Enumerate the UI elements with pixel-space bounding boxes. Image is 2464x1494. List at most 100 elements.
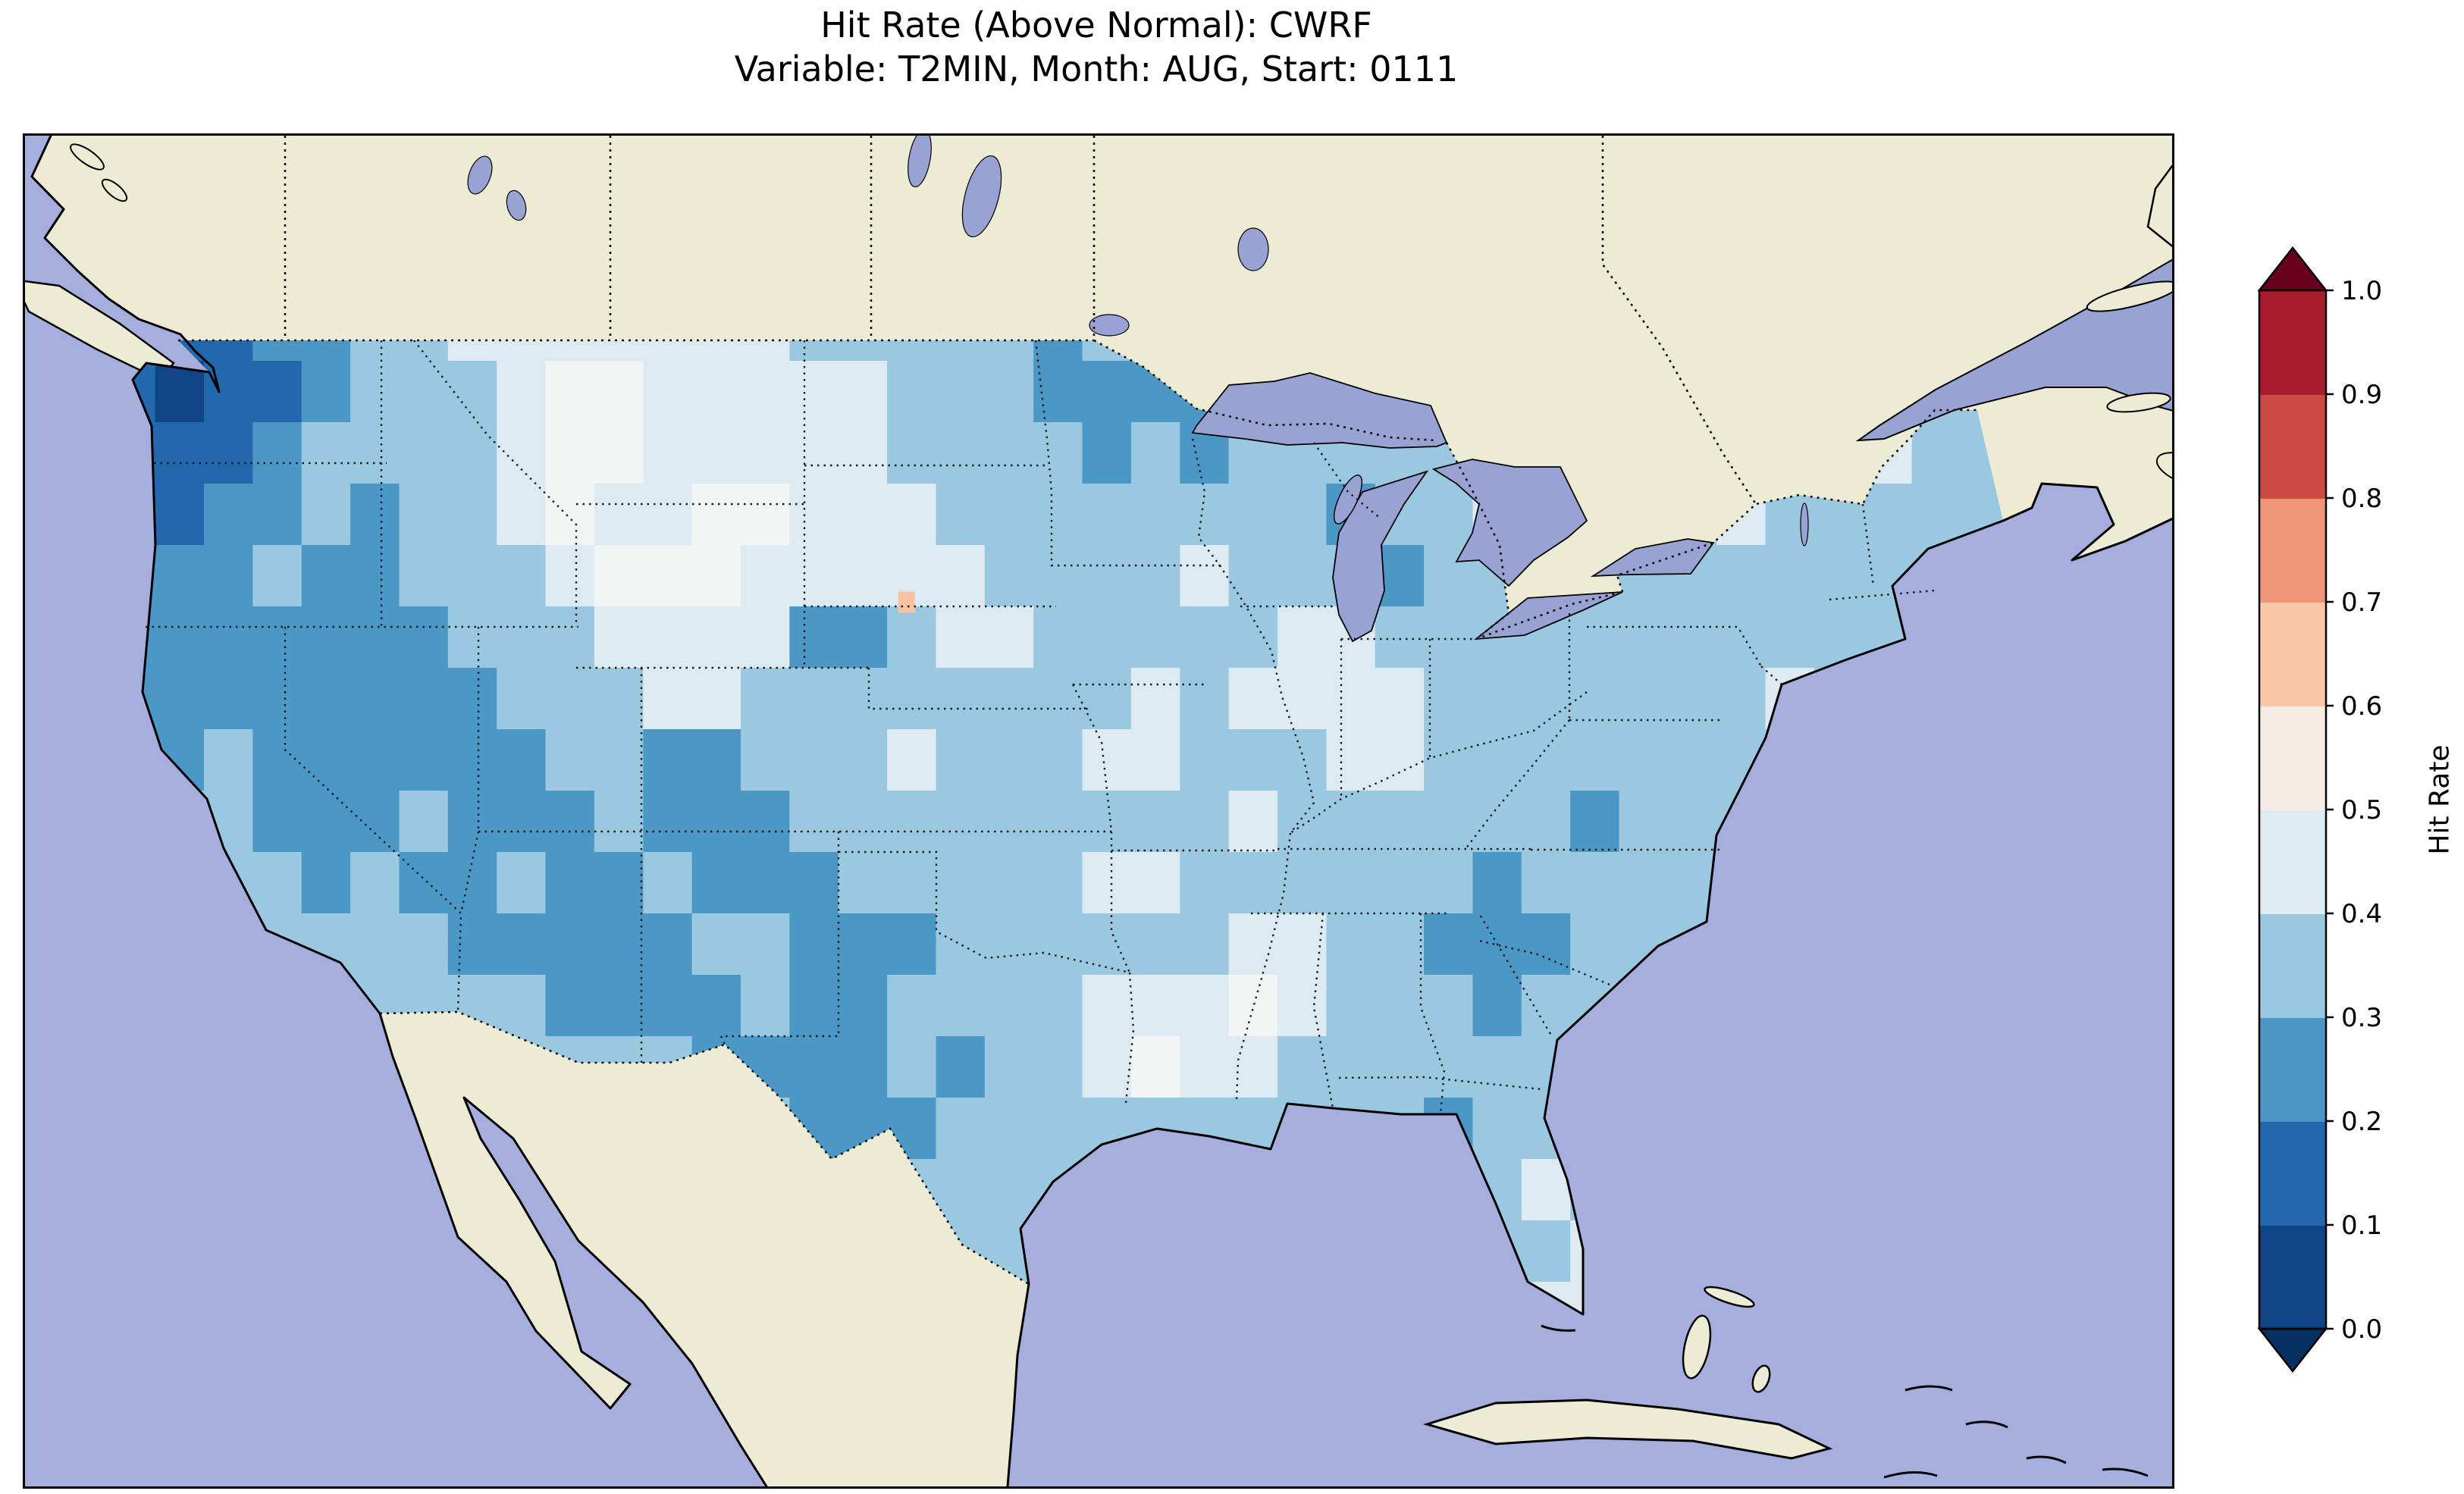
newfoundland xyxy=(2146,164,2172,248)
grid-cell xyxy=(497,791,547,853)
grid-cell xyxy=(936,361,986,423)
grid-cell xyxy=(1130,729,1180,791)
grid-cell xyxy=(936,1036,986,1098)
grid-cell xyxy=(1033,484,1083,546)
colorbar-band xyxy=(2259,706,2326,810)
grid-cell xyxy=(1082,791,1132,853)
island-coast-dashes xyxy=(1541,1324,2149,1479)
grid-cell xyxy=(691,340,741,362)
grid-cell xyxy=(1375,1036,1425,1098)
grid-cell xyxy=(1228,791,1278,853)
grid-cell xyxy=(1130,1036,1180,1098)
grid-cell xyxy=(1228,545,1278,607)
coastline xyxy=(30,136,2172,1486)
grid-cell xyxy=(545,913,595,976)
bc-coastal-island-2 xyxy=(101,178,128,202)
grid-cell xyxy=(643,975,693,1037)
grid-cell xyxy=(447,852,497,914)
grid-cell xyxy=(838,852,888,914)
grid-cell xyxy=(643,484,693,546)
grid-cell xyxy=(1180,852,1230,914)
grid-cell xyxy=(594,913,644,976)
grid-cell xyxy=(1180,1036,1230,1098)
grid-cell xyxy=(789,606,839,669)
grid-cell xyxy=(545,852,595,914)
grid-cell xyxy=(887,484,937,546)
grid-cell xyxy=(838,913,888,976)
grid-cell xyxy=(204,484,254,546)
grid-cell xyxy=(1033,1098,1083,1160)
cape-breton-island xyxy=(2155,452,2172,487)
grid-cell xyxy=(741,975,791,1037)
grid-cell xyxy=(301,668,351,730)
grid-cell xyxy=(1765,606,1815,669)
grid-cell xyxy=(984,1098,1034,1160)
grid-cell xyxy=(691,913,741,976)
grid-cell xyxy=(984,729,1034,791)
colorbar-tick-label: 0.2 xyxy=(2341,1107,2382,1137)
grid-cell xyxy=(789,361,839,423)
grid-cell xyxy=(1521,852,1571,914)
grid-cell xyxy=(887,422,937,484)
grid-cell xyxy=(643,729,693,791)
grid-cell xyxy=(1424,852,1474,914)
grid-cell xyxy=(399,852,449,914)
grid-cell xyxy=(1130,791,1180,853)
grid-cell xyxy=(399,791,449,853)
grid-cell xyxy=(1472,1098,1522,1160)
grid-cell xyxy=(252,791,303,853)
grid-cell xyxy=(1326,791,1376,853)
grid-cell xyxy=(936,606,986,669)
chart-title-line2: Variable: T2MIN, Month: AUG, Start: 0111 xyxy=(734,49,1459,89)
grid-cell xyxy=(350,852,400,914)
grid-cell xyxy=(643,791,693,853)
grand-bahama-island xyxy=(1704,1286,1755,1308)
andros-island xyxy=(1682,1314,1712,1380)
grid-cell xyxy=(497,852,547,914)
colorbar-tick-label: 0.5 xyxy=(2341,795,2382,825)
grid-cell xyxy=(1033,791,1083,853)
grid-cell xyxy=(155,668,205,730)
grid-cell xyxy=(789,668,839,730)
grid-cell xyxy=(789,422,839,484)
grid-cell xyxy=(497,340,547,362)
grid-cell xyxy=(350,340,400,362)
grid-cell xyxy=(741,422,791,484)
grid-cell xyxy=(497,729,547,791)
grid-cell xyxy=(155,606,205,669)
colorbar-tick-label: 0.0 xyxy=(2341,1314,2382,1345)
grid-cell xyxy=(643,852,693,914)
lake-winnipegosis xyxy=(908,136,932,188)
grid-cell xyxy=(1130,606,1180,669)
grid-cell xyxy=(1033,975,1083,1037)
grid-cell xyxy=(643,606,693,669)
grid-cell xyxy=(1619,606,1669,669)
grid-cell xyxy=(1277,852,1328,914)
grid-cell xyxy=(838,340,888,362)
grid-cell xyxy=(497,668,547,730)
grid-cell xyxy=(1180,729,1230,791)
canada-lake-2 xyxy=(506,189,527,221)
grid-cell xyxy=(1667,729,1717,791)
grid-cell xyxy=(1619,791,1669,853)
grid-cell xyxy=(1180,484,1230,546)
grid-cell xyxy=(399,545,449,607)
grid-cell xyxy=(1228,852,1278,914)
grid-cell xyxy=(594,852,644,914)
grid-cell xyxy=(497,361,547,423)
grid-cell xyxy=(984,852,1034,914)
grid-cell xyxy=(204,422,254,484)
grid-cell xyxy=(497,975,547,1037)
grid-cell xyxy=(497,545,547,607)
grid-cell xyxy=(1424,791,1474,853)
grid-cell xyxy=(984,913,1034,976)
grid-cell xyxy=(252,484,303,546)
grid-cell xyxy=(1277,1036,1328,1098)
grid-cell xyxy=(301,729,351,791)
grid-cell xyxy=(789,1036,839,1098)
colorbar-tick-label: 0.7 xyxy=(2341,587,2382,618)
grid-cell xyxy=(789,913,839,976)
grid-cell xyxy=(447,545,497,607)
grid-cell xyxy=(887,913,937,976)
high-value-cell-group xyxy=(898,591,915,613)
